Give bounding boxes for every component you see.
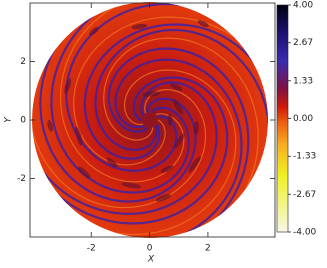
blob: [188, 156, 201, 173]
colorbar-tick-label: -1.33: [293, 152, 316, 162]
colorbar-tick-label: 1.33: [293, 76, 313, 86]
colorbar-tick-label: 0.00: [293, 114, 313, 124]
colorbar: [276, 4, 289, 233]
swirl: [83, 23, 258, 160]
blob: [121, 182, 142, 189]
blob: [160, 165, 174, 173]
annotation: AB5: [36, 9, 62, 24]
blob: [174, 133, 185, 149]
disk-image: [32, 2, 268, 238]
blob: [172, 98, 184, 115]
blob: [131, 23, 148, 30]
blob: [78, 166, 91, 179]
colorbar-tick-label: -4.00: [293, 228, 317, 238]
blob: [142, 91, 161, 97]
swirl: [59, 2, 185, 183]
swirl: [94, 28, 268, 151]
swirl: [103, 37, 259, 200]
blob: [75, 126, 83, 146]
swirl: [103, 69, 237, 236]
x-axis-label: X: [147, 255, 155, 265]
swirl: [39, 43, 197, 203]
swirl: [53, 76, 229, 225]
blob: [89, 26, 99, 36]
colorbar-tick-label: 4.00: [293, 1, 313, 11]
y-tick-label: -2: [17, 174, 26, 184]
colorbar-tick-label: -2.67: [293, 190, 316, 200]
blob: [47, 119, 53, 132]
y-axis-label: Y: [4, 116, 14, 123]
swirl: [65, 2, 187, 172]
blob: [193, 120, 199, 135]
swirl: [73, 16, 241, 166]
blob: [64, 78, 72, 94]
blob: [197, 20, 209, 28]
swirl: [107, 47, 250, 222]
y-tick-label: 2: [20, 57, 26, 67]
x-tick-label: -2: [87, 244, 96, 254]
y-tick-label: 0: [20, 116, 26, 126]
blob: [167, 114, 173, 126]
x-tick-label: 0: [147, 244, 153, 254]
blob: [155, 194, 171, 202]
colorbar-tick-label: 2.67: [293, 38, 313, 48]
swirl: [50, 11, 190, 194]
blob: [106, 157, 118, 168]
swirl: [114, 58, 243, 238]
x-tick-label: 2: [205, 244, 211, 254]
blob: [169, 83, 183, 92]
